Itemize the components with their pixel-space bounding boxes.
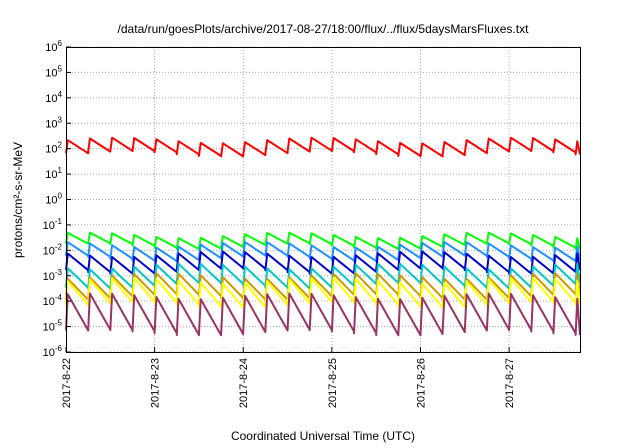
series-line xyxy=(65,231,581,250)
series-line xyxy=(65,276,581,309)
y-tick-label: 10-6 xyxy=(43,344,63,359)
series-line xyxy=(65,241,581,263)
x-tick-label: 2017-8-22 xyxy=(61,358,73,408)
series-line xyxy=(65,250,581,275)
y-tick-label: 106 xyxy=(45,39,62,54)
y-tick-label: 103 xyxy=(45,115,62,130)
x-tick-label: 2017-8-25 xyxy=(327,358,339,408)
x-axis-label: Coordinated Universal Time (UTC) xyxy=(231,429,415,443)
x-tick-label: 2017-8-27 xyxy=(504,358,516,408)
x-tick-label: 2017-8-23 xyxy=(150,358,162,408)
x-tick-label: 2017-8-24 xyxy=(238,358,250,408)
series-group xyxy=(65,136,581,337)
y-tick-label: 105 xyxy=(45,64,62,79)
y-tick-label: 104 xyxy=(45,90,62,105)
y-tick-label: 10-2 xyxy=(43,242,63,257)
y-tick-label: 10-4 xyxy=(43,293,63,308)
y-axis-label: protons/cm²-s-sr-MeV xyxy=(11,142,25,258)
plot-frame xyxy=(66,47,581,353)
y-axis: 10-6 10-5 10-4 10-3 10-2 10-1 100 101 102 103 104 1… xyxy=(43,39,71,359)
series-line xyxy=(65,136,581,158)
x-tick-label: 2017-8-26 xyxy=(415,358,427,408)
y-tick-label: 102 xyxy=(45,141,62,156)
series-line xyxy=(65,292,581,337)
y-tick-label: 10-3 xyxy=(43,268,63,283)
y-tick-label: 10-5 xyxy=(43,319,63,334)
chart-title: /data/run/goesPlots/archive/2017-08-27/1… xyxy=(118,22,530,36)
y-tick-label: 10-1 xyxy=(43,217,63,232)
grid xyxy=(66,46,580,353)
y-tick-label: 101 xyxy=(45,166,62,181)
x-axis: 2017-8-22 2017-8-23 2017-8-24 2017-8-25 2017… xyxy=(61,347,516,408)
y-tick-label: 100 xyxy=(45,192,62,207)
